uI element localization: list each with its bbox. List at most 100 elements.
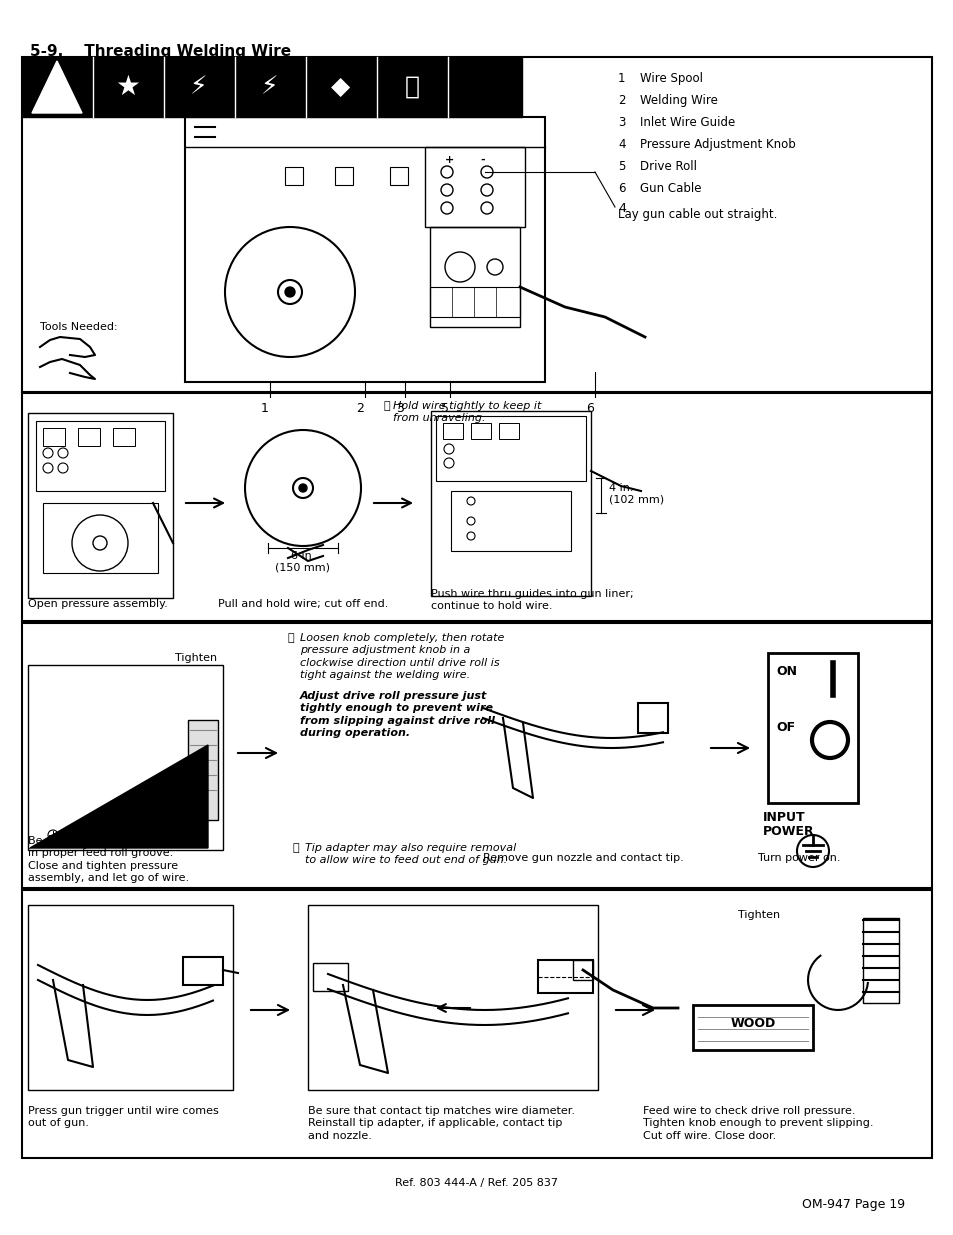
Text: Tip adapter may also require removal: Tip adapter may also require removal: [305, 844, 516, 853]
Bar: [862, 918, 898, 1003]
Bar: [22, 57, 521, 117]
Text: Adjust drive roll pressure just
tightly enough to prevent wire
from slipping aga: Adjust drive roll pressure just tightly …: [299, 692, 495, 739]
Text: INPUT: INPUT: [762, 811, 804, 824]
Text: Pull and hold wire; cut off end.: Pull and hold wire; cut off end.: [217, 599, 388, 609]
Bar: [22, 393, 931, 621]
Bar: [78, 429, 100, 446]
Text: Loosen knob completely, then rotate
pressure adjustment knob in a
clockwise dire: Loosen knob completely, then rotate pres…: [299, 634, 504, 680]
Bar: [537, 960, 593, 993]
Text: Tighten: Tighten: [738, 910, 780, 920]
Text: ␁: ␁: [383, 401, 390, 411]
Bar: [28, 905, 233, 1091]
Text: Open pressure assembly.: Open pressure assembly.: [28, 599, 168, 609]
Text: 5: 5: [440, 403, 449, 415]
Polygon shape: [30, 745, 208, 848]
Text: (102 mm): (102 mm): [608, 495, 663, 505]
Bar: [390, 167, 408, 185]
Text: 1: 1: [618, 72, 625, 85]
Bar: [183, 957, 223, 986]
Bar: [471, 424, 491, 438]
Bar: [451, 492, 571, 551]
Text: 2: 2: [355, 403, 363, 415]
Text: ⚡: ⚡: [190, 75, 208, 99]
Text: WOOD: WOOD: [730, 1016, 775, 1030]
Circle shape: [298, 484, 307, 492]
Bar: [431, 411, 590, 597]
Bar: [28, 412, 172, 598]
Bar: [430, 287, 519, 317]
Text: Lay gun cable out straight.: Lay gun cable out straight.: [618, 207, 777, 221]
Text: !: !: [51, 70, 62, 91]
Text: 6: 6: [618, 182, 625, 195]
Bar: [573, 960, 593, 981]
Bar: [424, 147, 524, 227]
Bar: [28, 664, 223, 850]
Text: OM-947 Page 19: OM-947 Page 19: [801, 1198, 904, 1212]
Text: 3: 3: [395, 403, 403, 415]
Text: 4: 4: [618, 138, 625, 151]
Text: 6 in.: 6 in.: [291, 551, 314, 561]
Bar: [430, 227, 519, 327]
Bar: [436, 416, 585, 480]
Text: 1: 1: [261, 403, 269, 415]
Text: Tighten: Tighten: [174, 653, 217, 663]
Text: Push wire thru guides into gun liner;
continue to hold wire.: Push wire thru guides into gun liner; co…: [431, 589, 633, 611]
Text: 2: 2: [618, 94, 625, 107]
Text: OF: OF: [775, 721, 794, 734]
Text: (150 mm): (150 mm): [275, 562, 330, 572]
Text: Hold wire tightly to keep it: Hold wire tightly to keep it: [393, 401, 540, 411]
Text: Ref. 803 444-A / Ref. 205 837: Ref. 803 444-A / Ref. 205 837: [395, 1178, 558, 1188]
Text: Welding Wire: Welding Wire: [639, 94, 717, 107]
Text: ⚡: ⚡: [261, 75, 278, 99]
Bar: [335, 167, 353, 185]
Text: 5: 5: [618, 161, 625, 173]
Text: Drive Roll: Drive Roll: [639, 161, 697, 173]
Text: ◆: ◆: [331, 75, 351, 99]
Text: POWER: POWER: [762, 825, 814, 839]
Text: Be sure that contact tip matches wire diameter.
Reinstall tip adapter, if applic: Be sure that contact tip matches wire di…: [308, 1107, 575, 1141]
Text: Press gun trigger until wire comes
out of gun.: Press gun trigger until wire comes out o…: [28, 1107, 218, 1129]
Text: +: +: [444, 156, 454, 165]
Text: ␁: ␁: [293, 844, 299, 853]
Bar: [112, 429, 135, 446]
Text: 5-9.    Threading Welding Wire: 5-9. Threading Welding Wire: [30, 44, 291, 59]
Text: ★: ★: [115, 73, 140, 101]
Bar: [43, 429, 65, 446]
Text: Feed wire to check drive roll pressure.
Tighten knob enough to prevent slipping.: Feed wire to check drive roll pressure. …: [642, 1107, 873, 1141]
Text: Gun Cable: Gun Cable: [639, 182, 700, 195]
Text: from unraveling.: from unraveling.: [393, 412, 485, 424]
Text: to allow wire to feed out end of gun.: to allow wire to feed out end of gun.: [305, 855, 507, 864]
Polygon shape: [32, 61, 82, 112]
Bar: [43, 503, 158, 573]
Text: 6: 6: [585, 403, 594, 415]
Text: Wire Spool: Wire Spool: [639, 72, 702, 85]
Text: ␁: ␁: [288, 634, 294, 643]
Text: -: -: [479, 156, 484, 165]
Bar: [36, 421, 165, 492]
Bar: [22, 890, 931, 1158]
Text: 4 in.: 4 in.: [608, 483, 633, 493]
Bar: [22, 622, 931, 888]
Text: Be sure that wire is positioned
in proper feed roll groove.
Close and tighten pr: Be sure that wire is positioned in prope…: [28, 836, 197, 883]
Bar: [638, 703, 667, 734]
Bar: [188, 720, 218, 820]
Text: ON: ON: [775, 664, 796, 678]
Bar: [285, 167, 303, 185]
Text: 〜: 〜: [404, 75, 419, 99]
Text: Remove gun nozzle and contact tip.: Remove gun nozzle and contact tip.: [482, 853, 683, 863]
Text: 3: 3: [618, 116, 625, 128]
Bar: [692, 1005, 812, 1050]
Bar: [313, 963, 348, 990]
Bar: [498, 424, 518, 438]
Bar: [442, 424, 462, 438]
Circle shape: [285, 287, 294, 296]
Text: Tools Needed:: Tools Needed:: [40, 322, 117, 332]
Bar: [767, 653, 857, 803]
Text: Inlet Wire Guide: Inlet Wire Guide: [639, 116, 735, 128]
Bar: [185, 117, 544, 382]
Bar: [308, 905, 598, 1091]
Text: 4: 4: [618, 203, 625, 215]
Text: Pressure Adjustment Knob: Pressure Adjustment Knob: [639, 138, 795, 151]
Bar: [22, 57, 931, 391]
Text: Turn power on.: Turn power on.: [758, 853, 840, 863]
